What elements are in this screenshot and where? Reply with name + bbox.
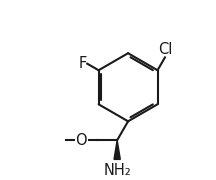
- Text: Cl: Cl: [158, 42, 172, 57]
- Text: F: F: [78, 56, 86, 71]
- Text: NH₂: NH₂: [103, 163, 131, 177]
- Polygon shape: [114, 140, 120, 159]
- Text: O: O: [76, 133, 87, 148]
